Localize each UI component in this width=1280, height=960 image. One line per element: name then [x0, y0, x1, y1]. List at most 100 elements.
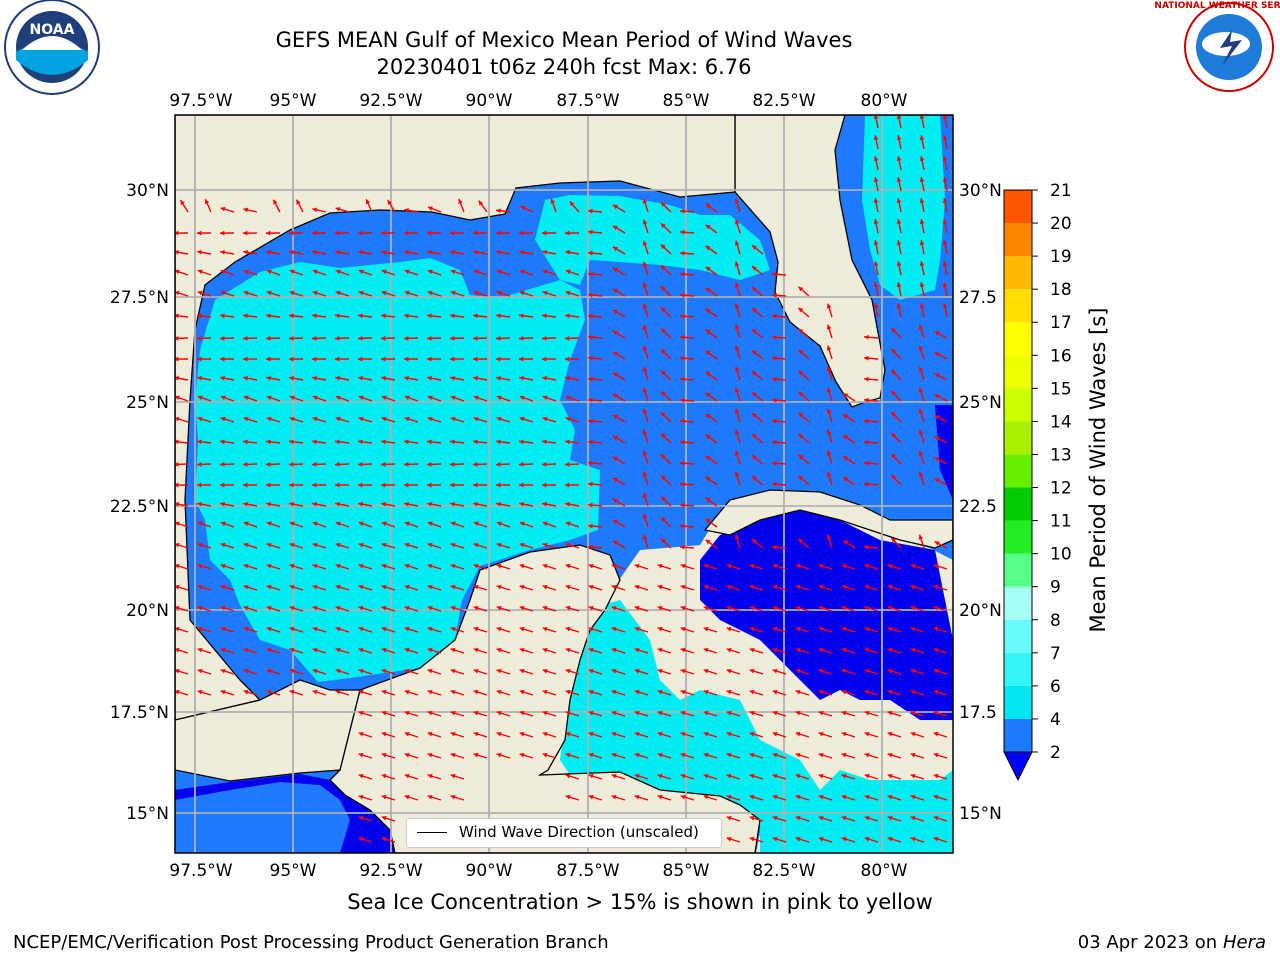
wind-arrow-head: [611, 710, 617, 716]
wind-arrow-head: [175, 521, 180, 527]
left-lat-tick: 17.5°N: [110, 703, 169, 723]
wind-arrow-head: [565, 501, 570, 507]
cuba-landmass: [703, 489, 953, 549]
wind-arrow-head: [818, 710, 824, 716]
wind-arrow-head: [404, 542, 410, 548]
wind-arrow-head: [197, 689, 203, 695]
wind-arrow-head: [519, 668, 525, 674]
wind-arrow-head: [496, 668, 502, 674]
wind-arrow-head: [873, 135, 879, 141]
wind-arrow-head: [358, 647, 364, 653]
wind-arrow-head: [243, 313, 248, 319]
wind-arrow-head: [660, 328, 666, 334]
left-lat-tick: 22.5°N: [110, 497, 169, 517]
wind-arrow-head: [798, 475, 804, 481]
wind-arrow-head: [427, 290, 433, 296]
cyan-region-north: [535, 195, 770, 285]
wind-arrow-head: [705, 350, 711, 356]
wind-arrow-head: [266, 521, 272, 527]
wind-arrow-head: [611, 689, 617, 695]
wind-arrow-head: [289, 230, 294, 236]
top-lon-tick: 82.5°W: [752, 91, 815, 111]
colorbar-tick-label: 11: [1050, 512, 1072, 532]
wind-arrow-head: [680, 229, 685, 235]
wind-arrow-head: [450, 230, 455, 236]
wind-arrow-head: [289, 521, 295, 527]
wind-arrow-head: [473, 689, 479, 695]
wind-arrow-head: [496, 731, 502, 737]
wind-arrow-head: [450, 439, 455, 445]
wind-arrow-head: [612, 372, 618, 378]
wind-arrow-head: [634, 752, 640, 758]
wind-arrow-head: [473, 482, 478, 488]
wind-arrow-head: [335, 461, 340, 467]
wind-arrow-head: [335, 335, 340, 341]
wind-arrow-head: [864, 626, 870, 632]
wind-arrow-head: [197, 375, 202, 381]
wind-arrow-head: [266, 395, 272, 401]
wind-arrow-head: [266, 269, 272, 275]
wind-arrow-head: [450, 647, 456, 653]
wind-arrow-head: [519, 416, 525, 422]
wind-arrow-head: [197, 605, 203, 611]
wind-arrow-head: [312, 395, 318, 401]
wind-arrow-head: [818, 731, 824, 737]
wind-arrow-head: [404, 482, 409, 488]
credit-date-text: 03 Apr 2023 on: [1077, 932, 1223, 953]
wind-arrow-head: [381, 647, 387, 653]
wind-arrow-head: [942, 261, 948, 267]
wind-arrow-head: [918, 324, 924, 330]
wind-arrow-head: [680, 626, 686, 632]
wind-arrow-head: [542, 584, 548, 590]
wind-arrow-head: [473, 710, 479, 716]
wind-arrow-head: [772, 626, 778, 632]
wind-arrow-head: [243, 605, 249, 611]
wind-arrow-head: [220, 689, 226, 695]
wind-arrow-head: [381, 230, 386, 236]
wind-arrow-head: [798, 454, 804, 460]
wind-arrow-head: [588, 647, 594, 653]
wind-arrow-head: [427, 395, 433, 401]
wind-arrow-head: [749, 836, 755, 842]
wind-arrow-head: [473, 668, 479, 674]
wind-arrow-head: [450, 375, 455, 381]
wind-arrow-head: [542, 290, 548, 296]
wind-arrow-head: [680, 773, 686, 779]
wind-arrow-head: [680, 794, 686, 800]
wind-arrow-head: [427, 542, 433, 548]
legend-label: Wind Wave Direction (unscaled): [459, 823, 699, 841]
wind-arrow-head: [772, 544, 777, 550]
wind-arrow-head: [220, 668, 226, 674]
wind-arrow-head: [864, 605, 870, 611]
wind-arrow-head: [312, 335, 317, 341]
wind-arrow-head: [473, 521, 479, 527]
wind-arrow-head: [612, 435, 618, 441]
wind-arrow-head: [542, 269, 548, 275]
wind-arrow-head: [197, 356, 202, 362]
wind-arrow-head: [910, 584, 916, 590]
pacific-water: [175, 782, 350, 853]
wind-arrow-head: [404, 626, 410, 632]
wind-arrow-head: [473, 439, 478, 445]
wind-arrow-head: [243, 269, 249, 275]
wind-arrow-head: [220, 542, 226, 548]
wind-arrow-head: [680, 313, 685, 319]
wind-arrow-head: [588, 229, 593, 235]
cyan-region-west: [195, 258, 600, 682]
wind-arrow-head: [220, 249, 225, 255]
left-lat-tick: 20°N: [126, 601, 169, 621]
wind-arrow-head: [358, 501, 363, 507]
colorbar-segment: [1004, 289, 1032, 323]
wind-arrow-head: [473, 542, 479, 548]
sea-ice-note: Sea Ice Concentration > 15% is shown in …: [347, 890, 933, 914]
wind-arrow-head: [642, 303, 648, 309]
wind-arrow-head: [542, 668, 548, 674]
wind-arrow-head: [542, 230, 547, 236]
wind-arrow-head: [588, 544, 593, 550]
wind-arrow-head: [887, 647, 893, 653]
wind-arrow-head: [873, 261, 879, 267]
wind-arrow-head: [918, 429, 924, 435]
wind-arrow-head: [749, 584, 755, 590]
colorbar-segment: [1004, 685, 1032, 719]
wind-arrow-head: [496, 290, 502, 296]
